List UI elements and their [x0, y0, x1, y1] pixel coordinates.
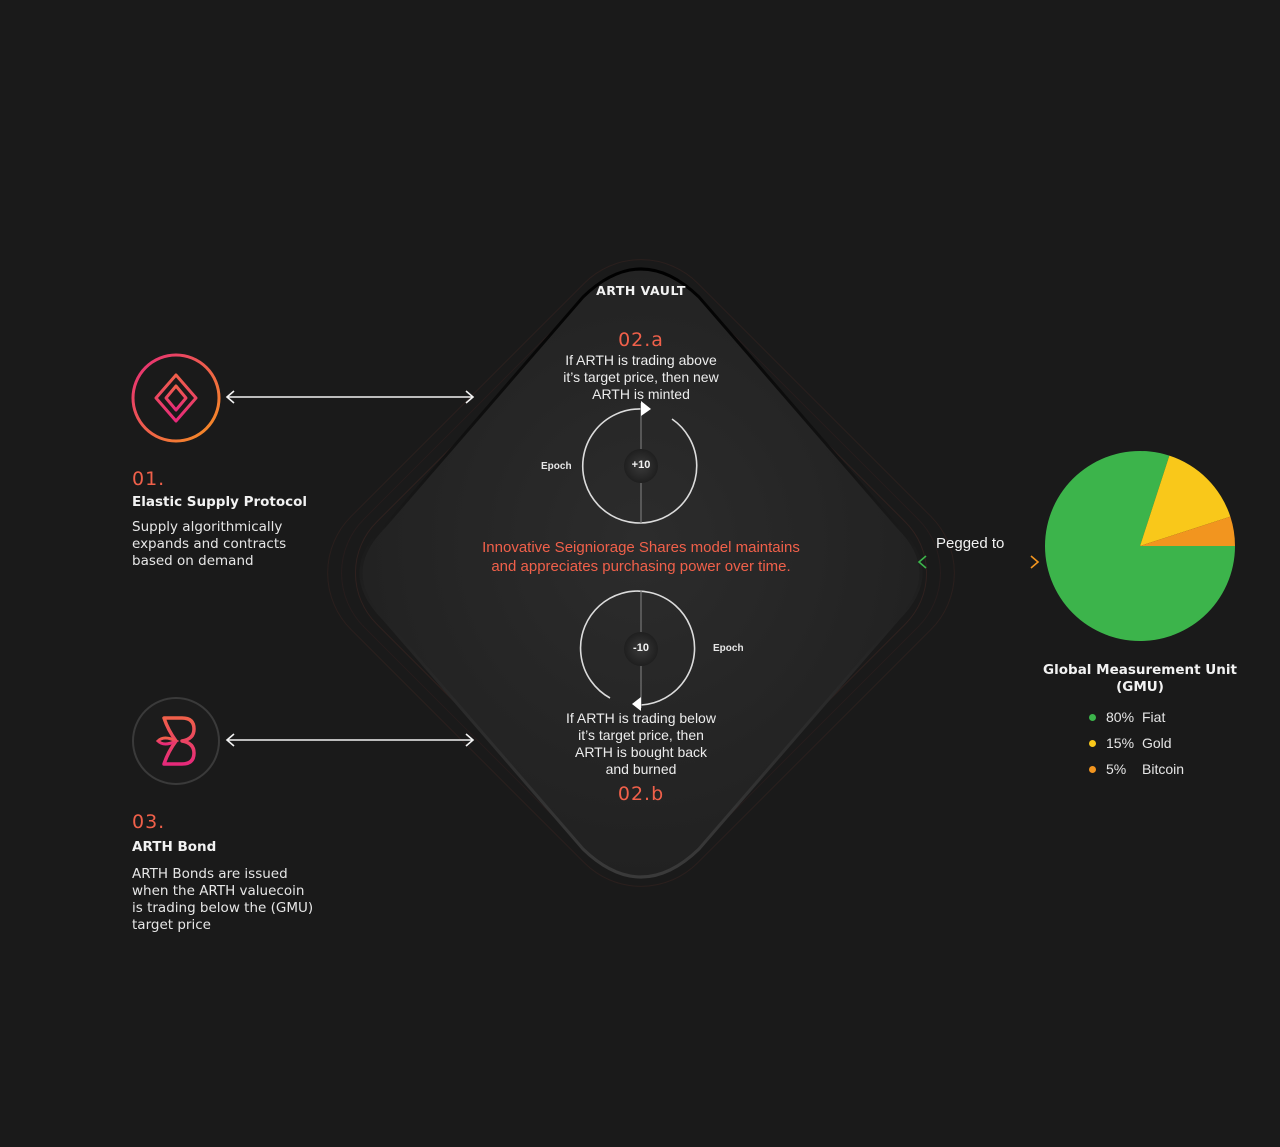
mint-line: ARTH is minted [592, 386, 690, 402]
legend-dot-fiat [1089, 713, 1096, 721]
center-text-line: and appreciates purchasing power over ti… [491, 558, 791, 575]
burn-epoch-cycle [579, 590, 696, 711]
legend-pct: 15% [1106, 735, 1135, 751]
burn-epoch-label: Epoch [713, 643, 744, 654]
burn-value: -10 [633, 642, 649, 654]
burn-line: If ARTH is trading below [566, 710, 716, 726]
mint-value: +10 [631, 459, 651, 471]
gmu-title-line: Global Measurement Unit [1043, 662, 1237, 678]
play-reverse-icon [632, 697, 641, 711]
arrow-bond-to-vault [225, 733, 475, 747]
burn-step-number: 02.b [617, 783, 665, 805]
elastic-supply-logo-icon [131, 353, 221, 443]
burn-line: and burned [605, 761, 677, 777]
bond-step-number: 03. [132, 811, 166, 833]
mint-epoch-cycle [582, 401, 698, 524]
play-icon [641, 401, 651, 416]
burn-description: If ARTH is trading below it’s target pri… [531, 710, 751, 778]
background-ring [341, 273, 941, 873]
mint-line: If ARTH is trading above [565, 352, 717, 368]
mint-epoch-label: Epoch [541, 461, 572, 472]
bond-title: ARTH Bond [132, 839, 217, 855]
legend-item-gold: 15% Gold [1089, 735, 1172, 751]
gmu-pie-chart [1045, 450, 1236, 641]
bond-desc-line: when the ARTH valuecoin [132, 883, 305, 899]
arrow-elastic-to-vault [225, 390, 475, 404]
bond-desc-line: is trading below the (GMU) [132, 900, 314, 916]
mint-description: If ARTH is trading above it’s target pri… [531, 352, 751, 403]
burn-line: ARTH is bought back [574, 744, 708, 760]
legend-dot-bitcoin [1089, 765, 1096, 773]
legend-label: Fiat [1142, 709, 1166, 725]
gmu-title-line: (GMU) [1116, 679, 1164, 695]
legend-dot-gold [1089, 739, 1096, 747]
pie-slice-gold [1140, 455, 1231, 546]
bond-description: ARTH Bonds are issued when the ARTH valu… [132, 866, 313, 934]
burn-line: it’s target price, then [578, 727, 704, 743]
elastic-desc-line: expands and contracts [132, 536, 287, 552]
bond-desc-line: target price [132, 917, 211, 933]
legend-item-bitcoin: 5% Bitcoin [1089, 761, 1184, 777]
elastic-desc-line: Supply algorithmically [132, 519, 283, 535]
vault-diamond [359, 267, 923, 879]
vault-title: ARTH VAULT [596, 283, 686, 298]
vault-center-text: Innovative Seigniorage Shares model main… [441, 538, 841, 576]
center-text-line: Innovative Seigniorage Shares model main… [482, 539, 800, 556]
legend-item-fiat: 80% Fiat [1089, 709, 1165, 725]
gmu-title: Global Measurement Unit (GMU) [1030, 662, 1250, 696]
elastic-step-number: 01. [132, 468, 166, 490]
elastic-description: Supply algorithmically expands and contr… [132, 519, 286, 570]
peg-arrow [917, 555, 1040, 569]
arth-bond-logo-icon [132, 697, 220, 785]
legend-pct: 5% [1106, 761, 1127, 777]
pie-slice-bitcoin [1140, 516, 1236, 546]
mint-step-number: 02.a [618, 329, 664, 351]
legend-label: Bitcoin [1142, 761, 1185, 777]
peg-label: Pegged to [936, 535, 1005, 552]
legend-pct: 80% [1106, 709, 1135, 725]
bond-desc-line: ARTH Bonds are issued [132, 866, 288, 882]
legend-label: Gold [1142, 735, 1172, 751]
background-ring [327, 259, 955, 887]
elastic-title: Elastic Supply Protocol [132, 494, 308, 510]
mint-line: it’s target price, then new [563, 369, 719, 385]
elastic-desc-line: based on demand [132, 553, 254, 569]
